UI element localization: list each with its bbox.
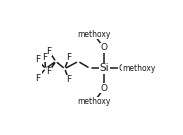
Text: F: F: [66, 75, 71, 84]
Text: O: O: [101, 84, 108, 93]
Text: F: F: [42, 53, 48, 62]
Text: F: F: [46, 47, 52, 56]
Text: methoxy: methoxy: [77, 97, 111, 107]
Text: Si: Si: [99, 63, 109, 73]
Text: F: F: [46, 67, 52, 76]
Text: O: O: [119, 64, 126, 73]
Text: methoxy: methoxy: [122, 64, 156, 73]
Text: F: F: [35, 55, 40, 64]
Text: F: F: [66, 53, 71, 62]
Text: methoxy: methoxy: [77, 30, 111, 39]
Text: O: O: [101, 43, 108, 52]
Text: F: F: [35, 74, 40, 82]
